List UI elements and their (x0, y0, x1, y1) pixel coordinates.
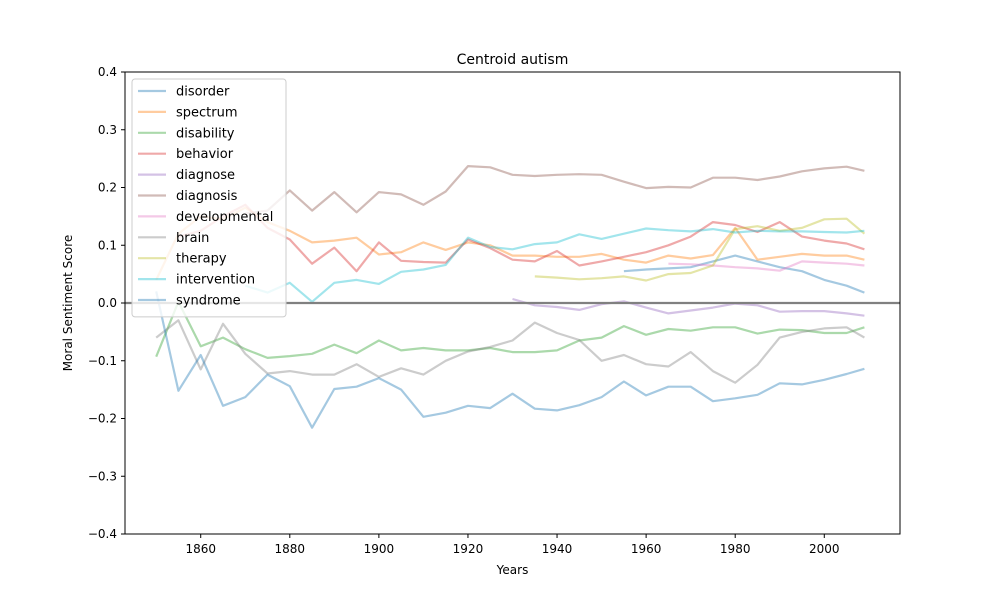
y-tick-label-3: −0.1 (88, 354, 117, 368)
legend-label-developmental: developmental (176, 210, 273, 225)
x-tick-label-1940: 1940 (542, 542, 573, 556)
series-line-syndrome (155, 291, 865, 429)
series-line-developmental (668, 260, 865, 272)
y-tick-label-5: 0.1 (98, 238, 117, 252)
legend-label-brain: brain (176, 231, 209, 246)
y-tick-label-4: 0.0 (98, 296, 117, 310)
x-tick-label-1920: 1920 (453, 542, 484, 556)
y-axis: −0.4 −0.3 −0.2 −0.1 0.0 0.1 0.2 0.3 0.4 (88, 65, 125, 541)
y-tick-label-2: −0.2 (88, 412, 117, 426)
chart-title: Centroid autism (457, 52, 569, 68)
legend-label-spectrum: spectrum (176, 105, 238, 120)
legend-label-therapy: therapy (176, 252, 227, 267)
series-line-therapy (534, 217, 866, 282)
series-line-disability (155, 300, 865, 359)
y-tick-label-8: 0.4 (98, 65, 117, 79)
x-tick-label-1880: 1880 (275, 542, 306, 556)
y-tick-label-6: 0.2 (98, 181, 117, 195)
legend-label-syndrome: syndrome (176, 294, 241, 309)
legend: disorder spectrum disability behavior diagno… (131, 78, 287, 318)
x-tick-label-1900: 1900 (364, 542, 395, 556)
x-tick-label-1980: 1980 (720, 542, 751, 556)
y-tick-label-7: 0.3 (98, 123, 117, 137)
x-axis: 1860 1880 1900 1920 1940 1960 1980 2000 (185, 534, 840, 556)
legend-label-disability: disability (176, 126, 235, 141)
legend-label-disorder: disorder (176, 85, 230, 100)
x-axis-label: Years (496, 563, 529, 577)
legend-label-intervention: intervention (176, 273, 255, 288)
legend-label-diagnose: diagnose (176, 168, 235, 183)
series-line-intervention (244, 227, 865, 303)
series-line-diagnosis (245, 165, 865, 215)
y-axis-label: Moral Sentiment Score (61, 235, 75, 372)
series-line-brain (155, 319, 865, 384)
legend-box (131, 78, 287, 318)
x-tick-label-1960: 1960 (631, 542, 662, 556)
y-tick-label-1: −0.3 (88, 469, 117, 483)
legend-label-diagnosis: diagnosis (176, 189, 238, 204)
plot-area (124, 71, 901, 535)
x-tick-label-1860: 1860 (185, 542, 216, 556)
series-line-behavior (178, 203, 865, 273)
x-tick-label-2000: 2000 (809, 542, 840, 556)
series-line-disorder (623, 254, 865, 294)
legend-label-behavior: behavior (176, 147, 234, 162)
y-tick-label-0: −0.4 (88, 527, 117, 541)
series-line-diagnose (512, 297, 865, 317)
